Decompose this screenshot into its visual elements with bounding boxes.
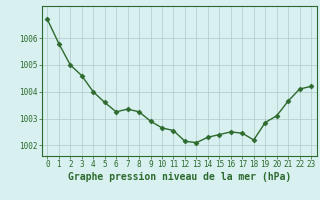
X-axis label: Graphe pression niveau de la mer (hPa): Graphe pression niveau de la mer (hPa)	[68, 172, 291, 182]
